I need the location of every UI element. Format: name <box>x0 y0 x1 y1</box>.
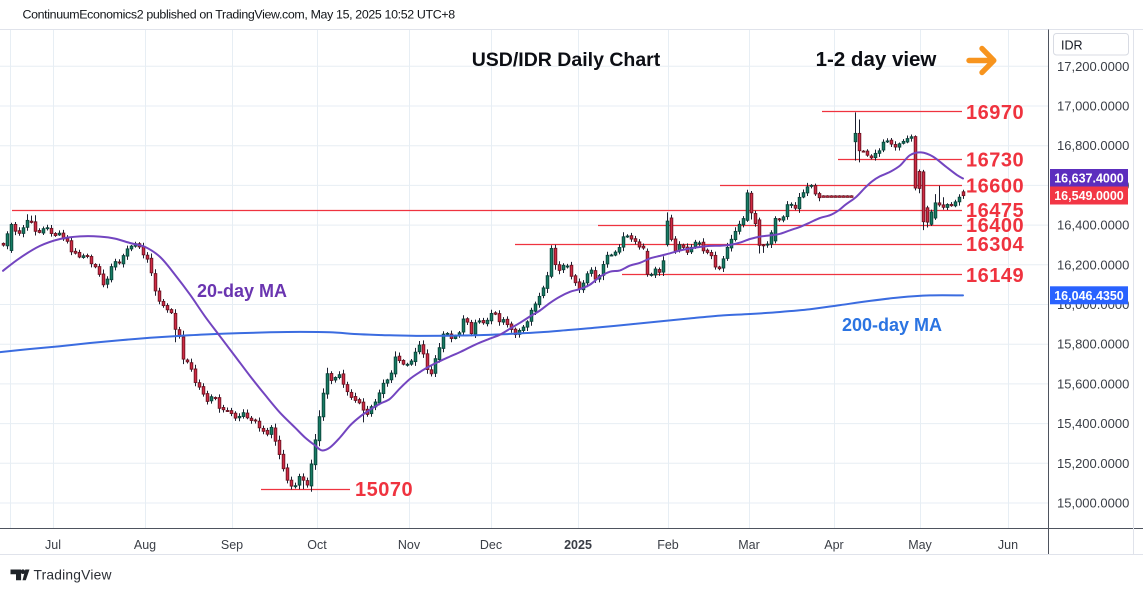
svg-text:20-day MA: 20-day MA <box>197 281 287 301</box>
svg-text:Sep: Sep <box>221 538 243 552</box>
svg-text:16600: 16600 <box>966 175 1024 197</box>
svg-text:15,200.0000: 15,200.0000 <box>1057 456 1129 471</box>
svg-text:Aug: Aug <box>134 538 156 552</box>
svg-text:16,800.0000: 16,800.0000 <box>1057 138 1129 153</box>
svg-text:15,400.0000: 15,400.0000 <box>1057 416 1129 431</box>
svg-text:Mar: Mar <box>738 538 760 552</box>
svg-text:Oct: Oct <box>307 538 327 552</box>
svg-text:16,200.0000: 16,200.0000 <box>1057 257 1129 272</box>
svg-text:15,800.0000: 15,800.0000 <box>1057 337 1129 352</box>
svg-text:16475: 16475 <box>966 200 1024 222</box>
svg-text:16149: 16149 <box>966 265 1024 287</box>
svg-text:16,400.0000: 16,400.0000 <box>1057 218 1129 233</box>
svg-text:2025: 2025 <box>564 538 592 552</box>
svg-text:Jul: Jul <box>45 538 61 552</box>
svg-text:ContinuumEconomics2 published: ContinuumEconomics2 published on Trading… <box>23 8 456 22</box>
svg-text:15070: 15070 <box>355 479 413 501</box>
svg-text:TradingView: TradingView <box>34 568 112 583</box>
svg-text:15,600.0000: 15,600.0000 <box>1057 376 1129 391</box>
svg-text:Dec: Dec <box>480 538 502 552</box>
svg-text:16970: 16970 <box>966 102 1024 124</box>
svg-text:200-day MA: 200-day MA <box>842 315 942 335</box>
svg-text:16,046.4350: 16,046.4350 <box>1054 289 1124 303</box>
svg-text:May: May <box>908 538 932 552</box>
svg-text:IDR: IDR <box>1061 39 1083 53</box>
svg-text:1-2 day view: 1-2 day view <box>816 48 937 71</box>
svg-text:Nov: Nov <box>398 538 421 552</box>
svg-text:15,000.0000: 15,000.0000 <box>1057 496 1129 511</box>
svg-text:16304: 16304 <box>966 234 1024 256</box>
svg-text:16730: 16730 <box>966 150 1024 172</box>
svg-text:USD/IDR Daily Chart: USD/IDR Daily Chart <box>472 49 661 71</box>
svg-text:17,000.0000: 17,000.0000 <box>1057 99 1129 114</box>
svg-text:Jun: Jun <box>998 538 1018 552</box>
svg-text:16,549.0000: 16,549.0000 <box>1054 189 1124 203</box>
svg-text:Feb: Feb <box>657 538 679 552</box>
svg-text:16,637.4000: 16,637.4000 <box>1054 172 1124 186</box>
svg-text:16400: 16400 <box>966 215 1024 237</box>
svg-text:Apr: Apr <box>824 538 843 552</box>
svg-text:17,200.0000: 17,200.0000 <box>1057 59 1129 74</box>
